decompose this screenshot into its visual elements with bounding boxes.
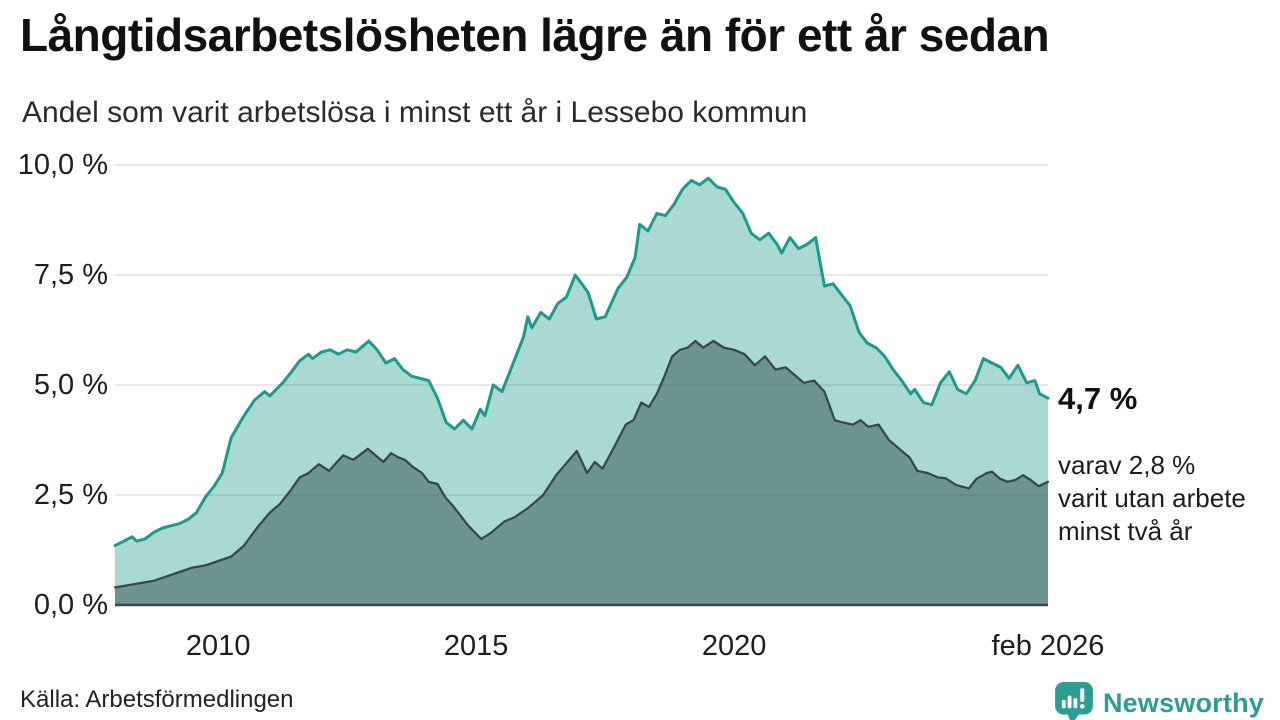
x-tick-label-2015: 2015 [443, 630, 509, 662]
x-tick-label-feb 2026: feb 2026 [991, 630, 1105, 662]
y-tick-label-7,5 %: 7,5 % [33, 259, 108, 291]
y-tick-label-5,0 %: 5,0 % [33, 369, 108, 401]
area-arbetsl-sa-minst-tv-r [115, 341, 1048, 605]
y-tick-label-10,0 %: 10,0 % [17, 149, 108, 181]
subset-note-annotation: varav 2,8 % varit utan arbete minst två … [1058, 450, 1246, 547]
newsworthy-bubble-chart-icon [1055, 682, 1093, 720]
page-title: Långtidsarbetslösheten lägre än för ett … [20, 9, 1050, 61]
chart-subtitle: Andel som varit arbetslösa i minst ett å… [22, 96, 808, 129]
newsworthy-logo: Newsworthy [1055, 682, 1264, 720]
line-arbetsl-sa-minst-tv-r [113, 339, 1050, 589]
newsworthy-wordmark: Newsworthy [1102, 687, 1264, 718]
latest-value-annotation: 4,7 % [1058, 381, 1138, 416]
source-note: Källa: Arbetsförmedlingen [20, 686, 294, 713]
x-tick-label-2010: 2010 [185, 630, 251, 662]
line-arbetsl-sa-minst-ett-r [113, 176, 1050, 548]
y-tick-label-2,5 %: 2,5 % [33, 479, 108, 511]
y-tick-label-0,0 %: 0,0 % [33, 589, 108, 621]
x-tick-label-2020: 2020 [701, 630, 767, 662]
